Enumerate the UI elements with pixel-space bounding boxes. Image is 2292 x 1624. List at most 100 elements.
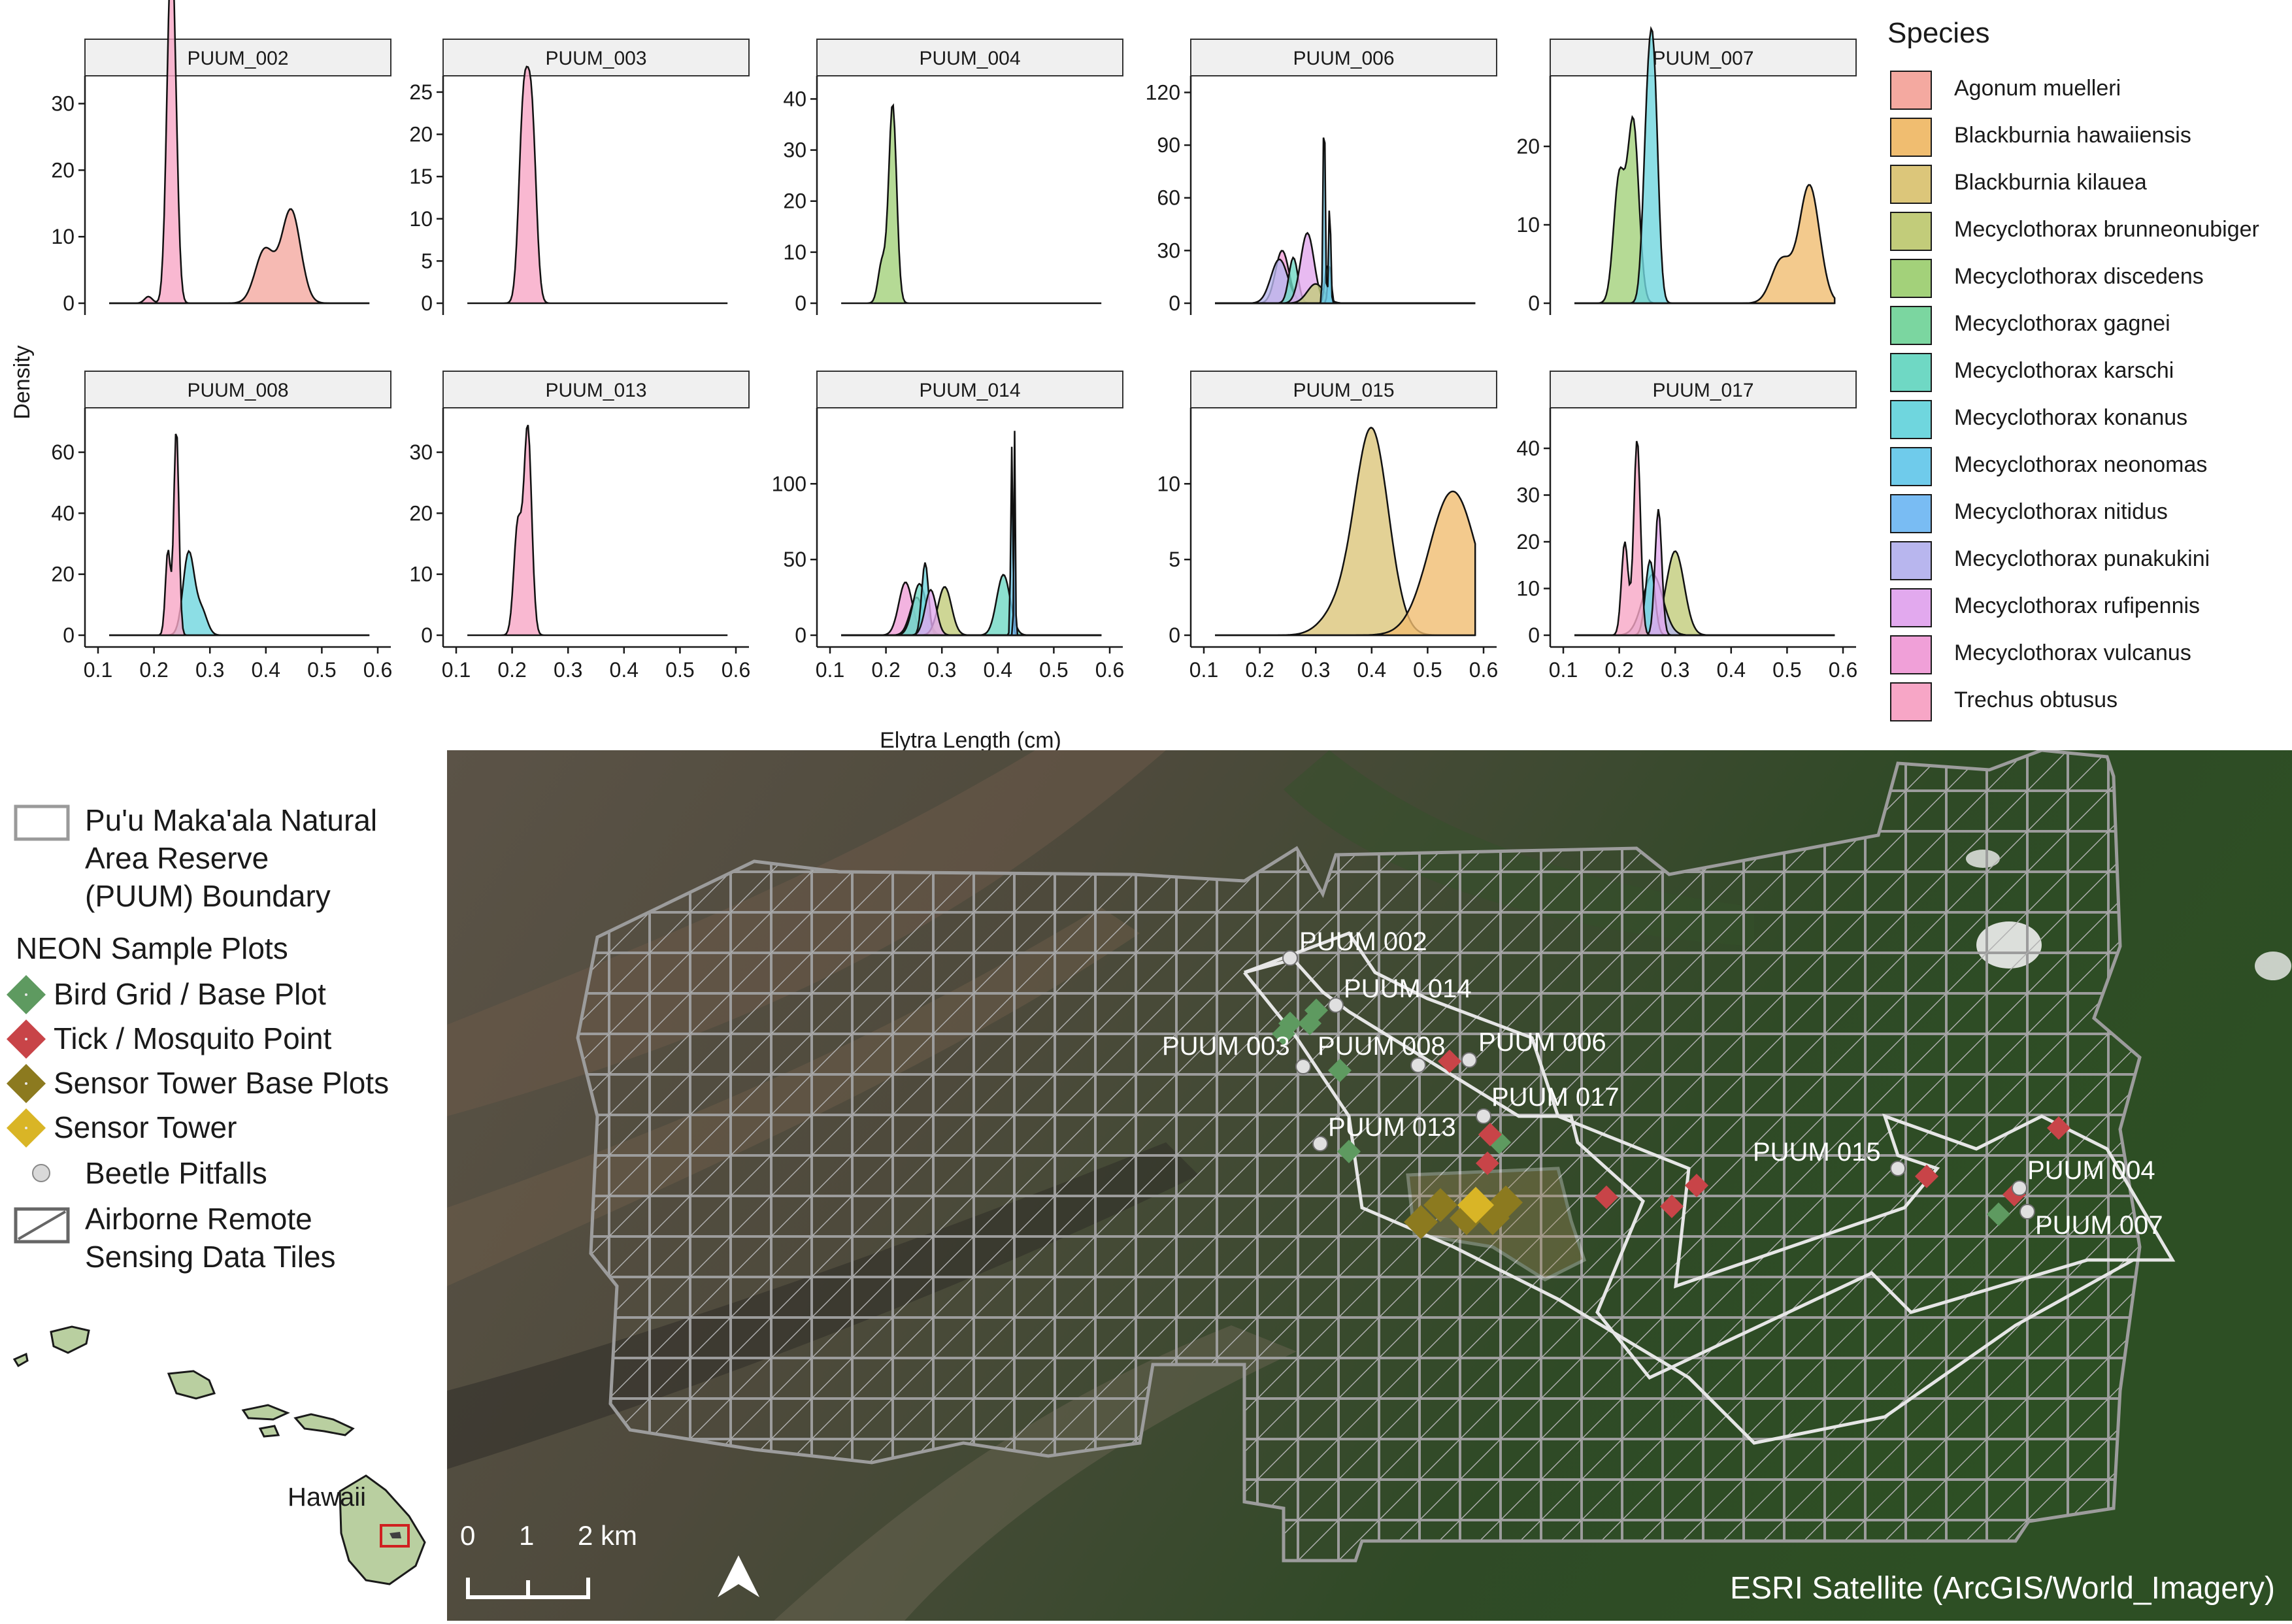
- tiles-legend-icon: [14, 1207, 70, 1244]
- density-area: [841, 586, 1102, 637]
- density-area: [841, 596, 1102, 637]
- legend-label: Mecyclothorax rufipennis: [1954, 593, 2201, 618]
- y-tick-label: 20: [1516, 530, 1540, 554]
- y-tick-label: 20: [1516, 135, 1540, 158]
- y-tick-label: 0: [63, 291, 75, 315]
- legend-swatch: [1890, 494, 1932, 533]
- y-tick-label: 0: [1528, 291, 1540, 315]
- density-area: [1215, 283, 1476, 305]
- legend-swatch: [1890, 635, 1932, 674]
- x-tick-label: 0.1: [442, 658, 471, 682]
- legend-item: Blackburnia hawaiiensis: [1887, 114, 2273, 159]
- facet-strip: [84, 371, 391, 408]
- legend-label: Mecyclothorax discedens: [1954, 264, 2204, 289]
- legend-item: Agonum muelleri: [1887, 67, 2273, 112]
- legend-swatch: [1890, 165, 1932, 204]
- legend-item: Mecyclothorax rufipennis: [1887, 584, 2273, 630]
- legend-item: Mecyclothorax punakukini: [1887, 537, 2273, 583]
- x-tick-label: 0.3: [1661, 658, 1689, 682]
- legend-item: Mecyclothorax nitidus: [1887, 490, 2273, 536]
- facet-label: PUUM_008: [187, 380, 288, 401]
- density-area: [109, 208, 370, 305]
- legend-item: Mecyclothorax gagnei: [1887, 302, 2273, 348]
- legend-item: Mecyclothorax vulcanus: [1887, 631, 2273, 677]
- pitfall-label-017: PUUM 017: [1491, 1083, 1619, 1112]
- density-area: [1574, 573, 1835, 637]
- y-tick-label: 40: [1516, 437, 1540, 460]
- map-credit: ESRI Satellite (ArcGIS/World_Imagery): [1729, 1571, 2275, 1606]
- density-area: [841, 582, 1102, 637]
- legend-swatch: [1890, 541, 1932, 580]
- legend-label: Mecyclothorax vulcanus: [1954, 640, 2191, 665]
- x-tick-label: 0.2: [139, 658, 168, 682]
- y-tick-label: 20: [409, 501, 433, 525]
- x-tick-label: 0.1: [816, 658, 844, 682]
- y-tick-label: 10: [783, 240, 806, 264]
- y-tick-label: 60: [51, 440, 75, 464]
- y-tick-label: 30: [51, 92, 75, 116]
- density-area: [109, 550, 370, 637]
- x-tick-label: 0.3: [927, 658, 956, 682]
- bird-grid-legend-label: Bird Grid / Base Plot: [54, 977, 326, 1011]
- x-tick-label: 0.4: [252, 658, 280, 682]
- scale-label-1: 1: [519, 1520, 535, 1551]
- y-tick-label: 10: [409, 563, 433, 586]
- density-area: [1215, 264, 1476, 305]
- legend-swatch: [1890, 118, 1932, 157]
- pitfall-label-002: PUUM 002: [1299, 927, 1427, 956]
- legend-label: Trechus obtusus: [1954, 688, 2118, 712]
- y-tick-label: 50: [783, 548, 806, 571]
- legend-label: Mecyclothorax nitidus: [1954, 499, 2168, 524]
- density-area: [1574, 550, 1835, 637]
- pitfall-label-008: PUUM 008: [1318, 1032, 1446, 1061]
- legend-label: Mecyclothorax neonomas: [1954, 452, 2208, 477]
- boundary-legend-icon: [14, 804, 70, 841]
- facet-label: PUUM_006: [1293, 48, 1394, 69]
- density-area: [841, 103, 1102, 305]
- satellite-map[interactable]: PUUM 002 PUUM 014 PUUM 003 PUUM 008 PUUM…: [447, 750, 2292, 1621]
- hawaii-inset-map: Hawaii: [0, 1301, 444, 1621]
- y-tick-label: 0: [795, 291, 806, 315]
- density-area: [1215, 258, 1476, 305]
- legend-swatch: [1890, 588, 1932, 627]
- legend-title: Species: [1887, 17, 1990, 49]
- facet-strip: [1190, 39, 1497, 76]
- sensor-tower-legend-label: Sensor Tower: [54, 1110, 237, 1144]
- y-tick-label: 90: [1157, 133, 1180, 157]
- y-tick-label: 20: [409, 123, 433, 146]
- scale-bar: [466, 1578, 590, 1599]
- x-tick-label: 0.4: [610, 658, 639, 682]
- y-tick-label: 0: [421, 623, 433, 647]
- x-tick-label: 0.2: [871, 658, 900, 682]
- inset-label: Hawaii: [288, 1483, 366, 1512]
- y-tick-label: 10: [1157, 472, 1180, 495]
- density-area: [467, 424, 728, 637]
- x-tick-label: 0.5: [307, 658, 336, 682]
- y-tick-label: 120: [1146, 80, 1180, 104]
- y-tick-label: 10: [1516, 213, 1540, 237]
- x-tick-label: 0.4: [984, 658, 1012, 682]
- x-axis-label: Elytra Length (cm): [880, 728, 1061, 750]
- pitfall-label-013: PUUM 013: [1328, 1113, 1456, 1142]
- y-tick-label: 0: [795, 623, 806, 647]
- y-tick-label: 100: [772, 472, 806, 495]
- facet-strip: [816, 371, 1123, 408]
- facet-label: PUUM_017: [1652, 380, 1753, 401]
- scale-label-2: 2 km: [578, 1520, 638, 1551]
- legend-item: Mecyclothorax discedens: [1887, 255, 2273, 301]
- x-tick-label: 0.6: [363, 658, 392, 682]
- y-tick-label: 0: [421, 291, 433, 315]
- x-tick-label: 0.5: [1039, 658, 1068, 682]
- x-tick-label: 0.4: [1717, 658, 1746, 682]
- reserve-boundary: [1244, 931, 2176, 1380]
- sensor-tower-base-legend-icon: [7, 1064, 46, 1103]
- facet-strip: [442, 371, 750, 408]
- x-tick-label: 0.1: [1189, 658, 1218, 682]
- north-arrow: [718, 1555, 759, 1597]
- legend-item: Mecyclothorax neonomas: [1887, 443, 2273, 489]
- sensor-tower-legend-icon: [7, 1108, 46, 1148]
- y-tick-label: 40: [51, 501, 75, 525]
- y-tick-label: 20: [51, 563, 75, 586]
- y-tick-label: 10: [51, 225, 75, 248]
- y-axis-label: Density: [10, 345, 35, 419]
